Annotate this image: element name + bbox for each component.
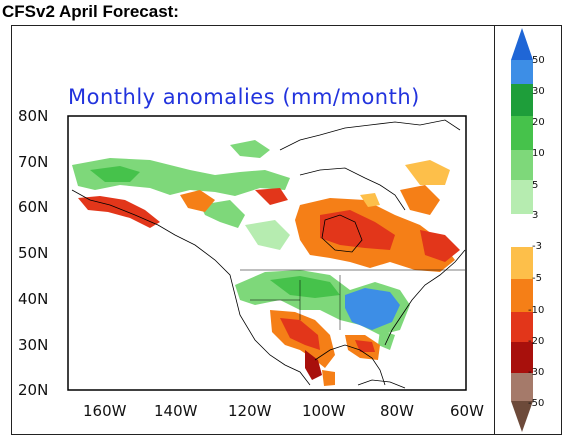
colorbar-label-neg5: -5 [532,273,542,284]
anomaly-field-dry [78,160,460,386]
anomaly-field-wet [72,140,410,350]
colorbar-label-3: 3 [532,210,539,221]
lat-label-30n: 30N [18,336,49,354]
lat-label-60n: 60N [18,198,49,216]
lat-label-80n: 80N [18,107,49,125]
map-title: Monthly anomalies (mm/month) [68,85,420,109]
colorbar [511,28,533,432]
lat-label-50n: 50N [18,244,49,262]
colorbar-label-neg3: -3 [532,241,542,252]
lon-label-100w: 100W [302,402,346,420]
colorbar-label-30: 30 [532,86,545,97]
page-title: CFSv2 April Forecast: [2,2,179,21]
lon-label-140w: 140W [154,402,198,420]
colorbar-label-10: 10 [532,148,545,159]
lat-label-70n: 70N [18,153,49,171]
colorbar-label-neg10: -10 [528,305,545,316]
lon-label-160w: 160W [83,402,127,420]
lat-label-40n: 40N [18,290,49,308]
lon-label-120w: 120W [228,402,272,420]
colorbar-label-neg50: -50 [528,398,545,409]
colorbar-label-neg30: -30 [528,367,545,378]
lat-label-20n: 20N [18,381,49,399]
colorbar-label-neg20: -20 [528,336,545,347]
colorbar-label-20: 20 [532,117,545,128]
colorbar-label-50: 50 [532,55,545,66]
lon-label-60w: 60W [450,402,484,420]
legend-divider [494,25,495,435]
colorbar-label-5: 5 [532,180,539,191]
coastlines [71,119,466,389]
figure-frame [11,25,562,435]
lon-label-80w: 80W [380,402,414,420]
